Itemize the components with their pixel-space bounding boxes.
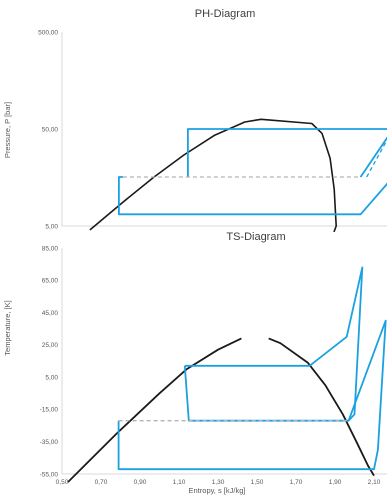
ph-cycle-upper-stage	[187, 128, 387, 178]
ts-x-tick-label: 0,70	[95, 479, 108, 486]
ts-x-tick-label: 0,90	[134, 479, 147, 486]
ts-y-tick-label: 25,00	[42, 342, 59, 349]
ph-y-tick-label: 5,00	[45, 223, 58, 230]
ts-cycle-low-stage	[117, 319, 387, 471]
ph-ticks: 500,00 50,00 5,00	[38, 29, 58, 230]
ph-ylabel: Pressure, P [bar]	[3, 102, 12, 158]
ts-diagram: TS-Diagram Temperature, [K] Entropy, s […	[3, 232, 387, 495]
ph-title: PH-Diagram	[195, 8, 256, 20]
ph-diagram: PH-Diagram Pressure, P [bar] 500,00 50,00…	[3, 8, 387, 232]
ph-y-tick-label: 500,00	[38, 29, 58, 36]
ts-saturation-dome-liquid	[67, 337, 242, 483]
ts-xlabel: Entropy, s [kJ/kg]	[189, 486, 246, 495]
ts-x-tick-label: 1,90	[329, 479, 342, 486]
ts-y-tick-label: -15,00	[40, 407, 59, 414]
ts-x-tick-label: 1,10	[173, 479, 186, 486]
ts-y-tick-label: 45,00	[42, 310, 59, 317]
ph-axes	[61, 32, 387, 227]
ts-x-tick-label: 1,50	[251, 479, 264, 486]
ts-axes	[61, 248, 387, 475]
ts-x-tick-label: 0,50	[56, 479, 69, 486]
ts-y-tick-label: 5,00	[45, 374, 58, 381]
ts-title: TS-Diagram	[226, 232, 285, 243]
ts-cycle-high-stage	[183, 266, 364, 422]
ts-y-tick-label: -55,00	[40, 471, 59, 478]
ts-y-tick-label: -35,00	[40, 439, 59, 446]
ts-lines	[67, 266, 387, 483]
ts-ticks: 85,00 65,00 45,00 25,00 5,00 -15,00 -35,00 -55,…	[40, 245, 381, 486]
ts-saturation-dome-vapor	[268, 337, 375, 477]
ts-y-tick-label: 85,00	[42, 245, 59, 252]
ts-ylabel: Temperature, [K]	[3, 300, 12, 355]
ph-compression-dashed	[360, 136, 387, 178]
ts-x-tick-label: 1,70	[290, 479, 303, 486]
ts-x-tick-label: 2,10	[368, 479, 381, 486]
ph-lines	[89, 118, 387, 232]
ph-compression-dashed	[366, 138, 387, 178]
ph-y-tick-label: 50,00	[42, 126, 59, 133]
ts-y-tick-label: 65,00	[42, 278, 59, 285]
ph-cycle-lower-stage	[118, 176, 387, 216]
ts-x-tick-label: 1,30	[212, 479, 225, 486]
